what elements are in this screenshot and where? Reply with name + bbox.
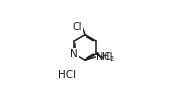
Text: Cl: Cl xyxy=(103,52,113,62)
Text: Cl: Cl xyxy=(73,22,82,32)
Text: NH$_2$: NH$_2$ xyxy=(95,50,115,64)
Text: N: N xyxy=(70,49,78,59)
Text: HCl: HCl xyxy=(58,70,76,80)
